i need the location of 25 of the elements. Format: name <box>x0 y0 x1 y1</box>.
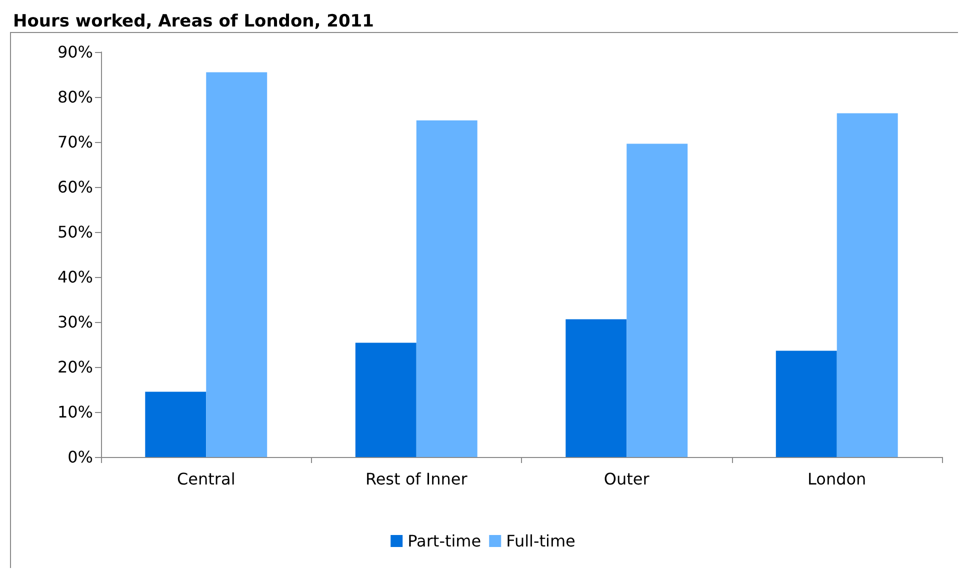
y-tick-label: 30% <box>57 312 93 332</box>
x-tick-label: Outer <box>604 470 650 488</box>
legend-label: Full-time <box>506 532 576 550</box>
bar <box>355 342 416 457</box>
x-tick-label: Central <box>176 470 236 488</box>
bar <box>776 350 837 457</box>
bar <box>206 72 268 457</box>
y-tick-label: 80% <box>57 88 93 106</box>
bar <box>145 392 206 457</box>
y-tick-label: 20% <box>57 358 93 376</box>
y-tick-label: 40% <box>57 268 93 286</box>
y-tick-label: 60% <box>57 178 93 196</box>
y-tick-label: 0% <box>68 448 93 466</box>
y-tick-label: 90% <box>57 42 93 62</box>
bar <box>416 120 478 457</box>
y-tick-label: 10% <box>57 402 93 422</box>
bar <box>836 113 898 457</box>
x-tick-label: Rest of Inner <box>365 470 468 488</box>
legend-label: Part-time <box>408 532 482 550</box>
x-tick-label: London <box>808 470 866 488</box>
chart-title: Hours worked, Areas of London, 2011 <box>13 12 374 32</box>
y-tick-label: 50% <box>57 222 93 242</box>
y-tick-label: 70% <box>57 132 93 152</box>
bar <box>566 319 627 457</box>
bar <box>626 144 688 457</box>
